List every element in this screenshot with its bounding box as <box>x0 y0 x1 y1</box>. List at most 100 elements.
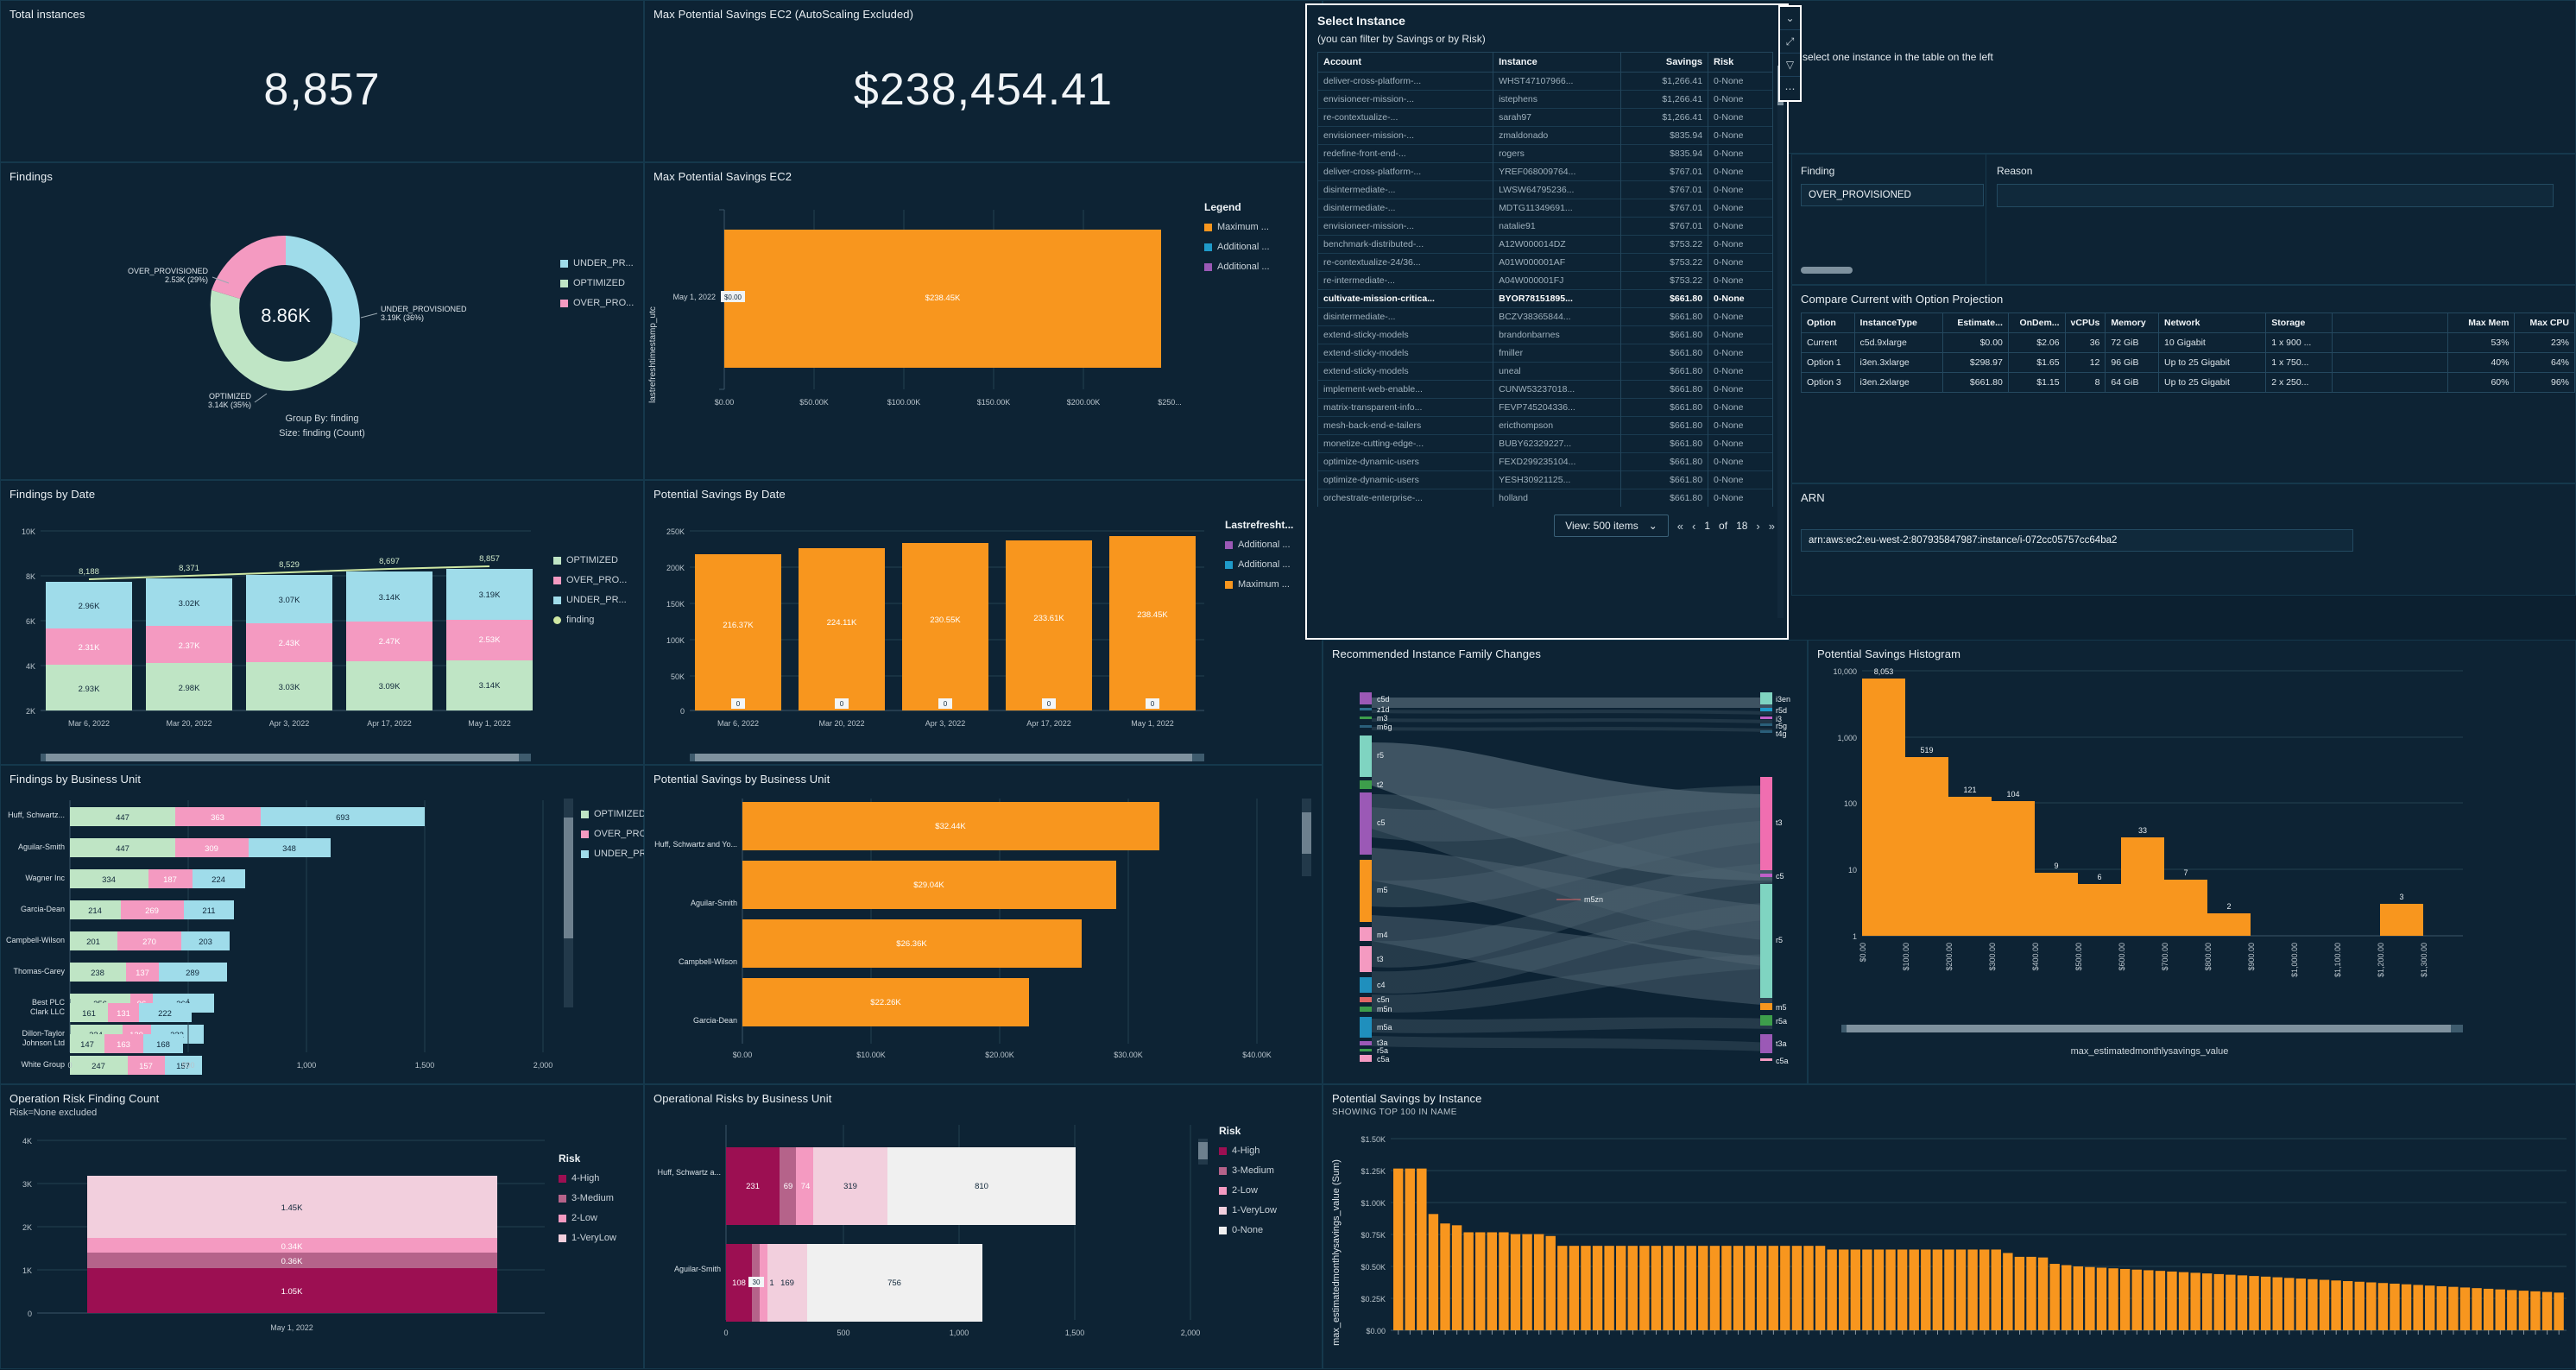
bar-under[interactable] <box>249 838 331 857</box>
table-row[interactable]: Option 3 i3en.2xlarge $661.80 $1.15 8 64… <box>1801 372 2575 393</box>
bar-over-provisioned[interactable] <box>446 620 533 660</box>
instance-bar[interactable] <box>1393 1168 1404 1330</box>
table-row[interactable]: disintermediate-... BCZV38365844... $661.8… <box>1316 307 1773 326</box>
legend-item[interactable]: 2-Low <box>1219 1185 1277 1196</box>
instance-bar[interactable] <box>2507 1290 2517 1330</box>
table-row[interactable]: mesh-back-end-e-tailers ericthompson $661.… <box>1316 416 1773 435</box>
legend-item[interactable]: finding <box>553 615 627 625</box>
col-instance[interactable]: Instance <box>1493 52 1621 73</box>
col-savings[interactable]: Savings <box>1619 52 1709 73</box>
dialog-vertical-scrollbar[interactable] <box>1777 66 1784 618</box>
sav-bu-row-campbell[interactable]: Campbell-Wilson $26.36K <box>679 919 1082 968</box>
sankey-node-c5a[interactable] <box>1360 1055 1372 1062</box>
sankey-target-r5a[interactable] <box>1760 1015 1772 1026</box>
bar-over-provisioned[interactable] <box>146 626 232 663</box>
savings-bar-mar-6[interactable]: 216.37K 0 <box>695 554 781 710</box>
instance-bar[interactable] <box>2554 1292 2564 1330</box>
bar-under[interactable] <box>261 807 425 826</box>
instance-bar[interactable] <box>1979 1249 1990 1330</box>
vertical-scrollbar[interactable] <box>1302 799 1311 876</box>
bar-2-low[interactable] <box>796 1147 813 1225</box>
instance-bar[interactable] <box>1627 1246 1638 1330</box>
instance-bar[interactable] <box>2483 1288 2494 1330</box>
col-vcpus[interactable]: vCPUs <box>2064 313 2106 333</box>
bu-row-campbell[interactable]: Campbell-Wilson 201 270 203 <box>6 931 230 950</box>
expand-icon[interactable]: ⤢ <box>1780 30 1800 54</box>
instance-bar[interactable] <box>2459 1287 2471 1330</box>
instance-bar[interactable] <box>2237 1275 2248 1330</box>
sankey-node-c5[interactable] <box>1360 792 1372 855</box>
bar-1-verylow[interactable] <box>87 1176 497 1238</box>
bar-4-high[interactable] <box>87 1268 497 1313</box>
sankey-node-m5[interactable] <box>1360 860 1372 922</box>
bar-optimized[interactable] <box>70 869 148 888</box>
bar[interactable] <box>799 548 885 710</box>
risk-stack-may-1[interactable]: 1.05K 0.36K 0.34K 1.45K <box>87 1176 497 1313</box>
instance-bar[interactable] <box>2413 1285 2423 1330</box>
instance-bar[interactable] <box>1651 1246 1662 1330</box>
sankey-target-t4g[interactable] <box>1760 730 1772 733</box>
last-page-icon[interactable]: » <box>1768 519 1775 533</box>
legend-item[interactable]: 0-None <box>1219 1225 1277 1235</box>
legend-item[interactable]: Additional ... <box>1204 242 1270 252</box>
instance-bar[interactable] <box>1569 1246 1580 1330</box>
sankey-target-c5[interactable] <box>1760 874 1772 877</box>
instance-bar[interactable] <box>2530 1291 2541 1330</box>
hist-bar-7[interactable] <box>2164 880 2207 936</box>
instance-bar[interactable] <box>2144 1270 2154 1330</box>
legend-item[interactable]: 2-Low <box>559 1213 616 1223</box>
instance-bar[interactable] <box>2366 1282 2377 1331</box>
instance-bar[interactable] <box>1932 1249 1943 1330</box>
sankey-node-c5n[interactable] <box>1360 997 1372 1002</box>
bar-over[interactable] <box>121 900 184 919</box>
sankey-node-m4[interactable] <box>1360 927 1372 941</box>
table-row[interactable]: implement-web-enable... CUNW53237018... $6… <box>1316 380 1773 399</box>
instance-bar[interactable] <box>2096 1267 2107 1330</box>
legend-item[interactable]: 3-Medium <box>559 1193 616 1203</box>
instance-bar[interactable] <box>1967 1249 1978 1330</box>
instance-bar[interactable] <box>1663 1246 1673 1330</box>
instance-bar[interactable] <box>1909 1249 1919 1330</box>
instance-bar[interactable] <box>2026 1256 2036 1330</box>
col-risk[interactable]: Risk <box>1708 52 1773 73</box>
sankey-node-c4[interactable] <box>1360 977 1372 993</box>
bar[interactable] <box>742 802 1159 850</box>
bar[interactable] <box>902 543 988 710</box>
instance-bar[interactable] <box>1955 1249 1967 1330</box>
sav-bu-row-garcia[interactable]: Garcia-Dean $22.26K <box>693 978 1029 1026</box>
legend-item[interactable]: OVER_PRO... <box>560 298 634 308</box>
bar-over[interactable] <box>175 838 249 857</box>
instance-bar[interactable] <box>2436 1285 2447 1330</box>
sankey-node-t2[interactable] <box>1360 780 1372 789</box>
bar-3-medium[interactable] <box>780 1147 796 1225</box>
filter-icon[interactable]: ▽ <box>1780 54 1800 78</box>
table-row[interactable]: cultivate-mission-critica... BYOR78151895… <box>1316 289 1773 308</box>
bar-2-low[interactable] <box>87 1238 497 1253</box>
instance-bar[interactable] <box>2037 1257 2049 1330</box>
instance-bar[interactable] <box>1533 1234 1544 1330</box>
col-option[interactable]: Option <box>1801 313 1855 333</box>
bar[interactable] <box>695 554 781 710</box>
bar-optimized[interactable] <box>70 1003 108 1022</box>
bar-4-high[interactable] <box>726 1147 780 1225</box>
instance-bar[interactable] <box>1745 1246 1755 1330</box>
instance-bar[interactable] <box>2178 1272 2189 1330</box>
legend-item[interactable]: 1-VeryLow <box>1219 1205 1277 1215</box>
instance-bar[interactable] <box>1639 1246 1650 1330</box>
instance-bar[interactable] <box>2202 1273 2213 1330</box>
instance-bar[interactable] <box>1581 1246 1591 1330</box>
table-row[interactable]: envisioneer-mission-... istephens $1,266.4… <box>1316 90 1773 109</box>
instance-bar[interactable] <box>1768 1246 1778 1330</box>
bu-row-aguilar[interactable]: Aguilar-Smith 447 309 348 <box>18 838 331 857</box>
instance-bar[interactable] <box>1709 1246 1720 1330</box>
instance-bar[interactable] <box>1839 1249 1849 1330</box>
bar[interactable] <box>1109 536 1196 710</box>
bar-under[interactable] <box>193 869 245 888</box>
bar-group-apr-17[interactable]: 3.09K 2.47K 3.14K 8,697 <box>346 557 432 710</box>
bar-under[interactable] <box>181 931 230 950</box>
hist-bar-3[interactable] <box>1992 801 2035 936</box>
bu-row-white[interactable]: White Group 247 157 157 <box>21 1056 202 1075</box>
instance-bar[interactable] <box>2155 1271 2166 1330</box>
bar[interactable] <box>1006 540 1092 710</box>
hist-bar-0[interactable] <box>1862 679 1905 936</box>
